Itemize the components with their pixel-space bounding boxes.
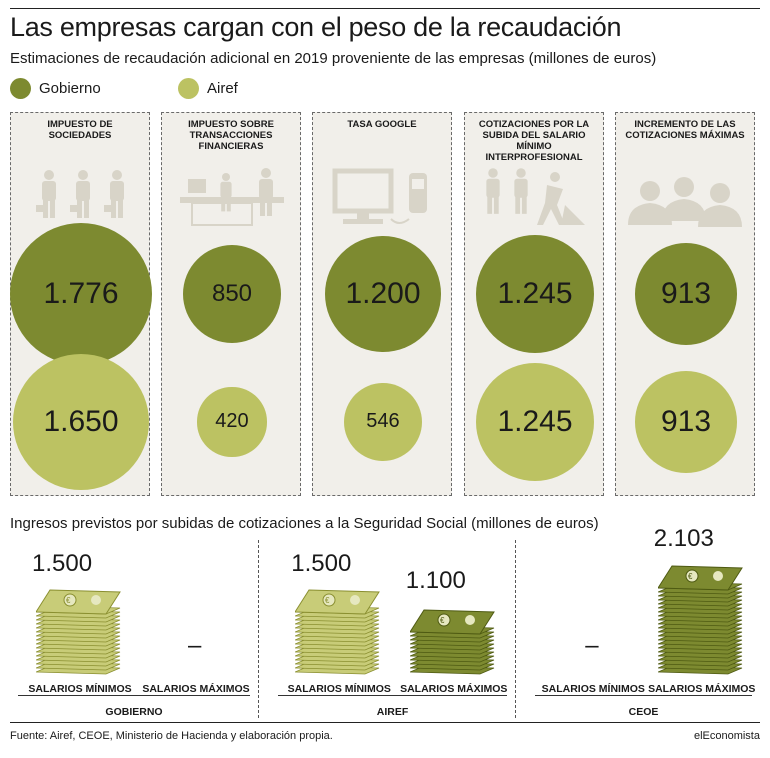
bar-category-label: SALARIOS MÍNIMOS <box>287 683 391 695</box>
page-subtitle: Estimaciones de recaudación adicional en… <box>10 50 657 67</box>
category-label: INCREMENTO DE LAS COTIZACIONES MÁXIMAS <box>625 119 745 141</box>
computer-phone-icon <box>313 165 451 227</box>
category-panel: COTIZACIONES POR LA SUBIDA DEL SALARIO M… <box>464 112 604 496</box>
bubble-value-label: 420 <box>215 410 249 433</box>
group-separator <box>258 540 259 718</box>
bar-value-label: 1.500 <box>291 550 352 577</box>
bubble-value-label: 1.776 <box>43 277 119 310</box>
bubble-airef: 420 <box>197 387 267 457</box>
bubble-value-label: 1.245 <box>497 276 573 310</box>
bar-value-label: 1.100 <box>405 567 466 594</box>
bubble-gobierno: 1.776 <box>10 223 152 365</box>
money-stack-bar: € <box>295 589 381 675</box>
bubble-gobierno: 1.200 <box>324 235 442 353</box>
category-label: IMPUESTO DE SOCIEDADES <box>47 119 113 141</box>
top-rule <box>10 8 760 9</box>
bubble-airef: 1.245 <box>475 362 595 482</box>
bubble-value-label: 546 <box>366 410 400 433</box>
no-data-dash: – <box>188 632 202 659</box>
group-underline <box>278 695 507 696</box>
category-label: TASA GOOGLE <box>347 119 417 130</box>
bar-value-label: 1.500 <box>32 550 93 577</box>
bubble-value-label: 850 <box>211 279 253 307</box>
group-label: AIREF <box>376 706 409 718</box>
legend-label-airef: Airef <box>207 79 238 97</box>
bar-category-label: SALARIOS MÁXIMOS <box>400 683 508 695</box>
executives-icon <box>616 165 754 227</box>
bubble-value-label: 913 <box>660 404 712 438</box>
category-label: IMPUESTO SOBRE TRANSACCIONES FINANCIERAS <box>188 119 274 152</box>
bubble-gobierno: 913 <box>635 243 737 345</box>
bar-category-label: SALARIOS MÍNIMOS <box>28 683 132 695</box>
bubble-value-label: 1.650 <box>43 404 119 438</box>
bubble-airef: 546 <box>343 382 423 462</box>
money-stack-bar: € <box>36 589 121 675</box>
bottom-rule <box>10 722 760 723</box>
category-panel: IMPUESTO SOBRE TRANSACCIONES FINANCIERAS… <box>161 112 301 496</box>
legend-item-airef: Airef <box>178 77 238 99</box>
legend-item-gobierno: Gobierno <box>10 77 101 99</box>
bar-category-label: SALARIOS MÁXIMOS <box>648 683 756 695</box>
bubble-airef: 913 <box>635 371 737 473</box>
svg-text:€: € <box>688 572 693 581</box>
bubble-airef: 1.650 <box>12 353 150 491</box>
category-panel: IMPUESTO DE SOCIEDADES 1.776 1.650 <box>10 112 152 496</box>
stacks-chart-title: Ingresos previstos por subidas de cotiza… <box>10 515 599 532</box>
legend-swatch-gobierno <box>10 77 31 99</box>
businessmen-icon <box>11 165 149 227</box>
group-separator <box>515 540 516 718</box>
group-label: CEOE <box>628 706 659 718</box>
bar-category-label: SALARIOS MÍNIMOS <box>541 683 645 695</box>
bubble-value-label: 913 <box>660 276 712 310</box>
group-underline <box>535 695 752 696</box>
bar-value-label: 2.103 <box>653 525 714 552</box>
money-stack-bar: € <box>409 609 495 675</box>
svg-text:€: € <box>66 596 71 605</box>
source-note: Fuente: Airef, CEOE, Ministerio de Hacie… <box>10 730 333 742</box>
no-data-dash: – <box>585 632 599 659</box>
brand-logo-text: elEconomista <box>693 730 760 742</box>
money-stack-bar: € <box>657 565 743 675</box>
category-panel: INCREMENTO DE LAS COTIZACIONES MÁXIMAS 91… <box>615 112 755 496</box>
page-title: Las empresas cargan con el peso de la re… <box>10 12 622 42</box>
group-label: GOBIERNO <box>105 706 163 718</box>
category-panel: TASA GOOGLE 1.200 546 <box>312 112 452 496</box>
bank-counter-icon <box>162 165 300 227</box>
category-label: COTIZACIONES POR LA SUBIDA DEL SALARIO M… <box>478 119 590 163</box>
group-underline <box>18 695 250 696</box>
bubble-value-label: 1.200 <box>345 276 421 310</box>
bar-category-label: SALARIOS MÁXIMOS <box>142 683 250 695</box>
bubble-gobierno: 1.245 <box>475 234 595 354</box>
svg-text:€: € <box>325 596 330 605</box>
legend-swatch-airef <box>178 77 199 99</box>
legend-label-gobierno: Gobierno <box>39 79 101 97</box>
bubble-gobierno: 850 <box>182 244 282 344</box>
workers-icon <box>465 165 603 227</box>
svg-text:€: € <box>440 616 445 625</box>
bubble-value-label: 1.245 <box>497 404 573 438</box>
